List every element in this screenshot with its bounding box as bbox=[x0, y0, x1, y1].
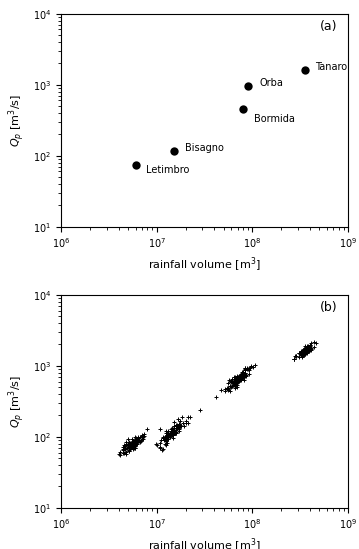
Text: Orba: Orba bbox=[259, 79, 283, 88]
Y-axis label: $Q_p$ [m$^3$/s]: $Q_p$ [m$^3$/s] bbox=[6, 94, 27, 147]
X-axis label: rainfall volume [m$^3$]: rainfall volume [m$^3$] bbox=[148, 256, 261, 274]
Text: Bormida: Bormida bbox=[254, 114, 295, 124]
Text: Bisagno: Bisagno bbox=[185, 143, 223, 153]
Text: Letimbro: Letimbro bbox=[146, 165, 190, 176]
Text: (b): (b) bbox=[320, 301, 337, 314]
Text: Tanaro: Tanaro bbox=[316, 62, 348, 72]
X-axis label: rainfall volume [m$^3$]: rainfall volume [m$^3$] bbox=[148, 537, 261, 549]
Text: (a): (a) bbox=[320, 20, 337, 33]
Y-axis label: $Q_p$ [m$^3$/s]: $Q_p$ [m$^3$/s] bbox=[6, 375, 27, 428]
